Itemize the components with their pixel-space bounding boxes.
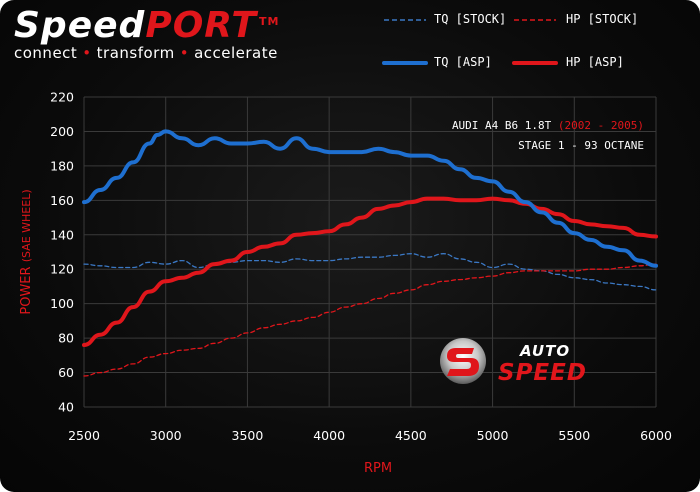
brand-logo-text: SpeedPORT TM [14, 6, 278, 46]
vehicle-annotation-line1: AUDI A4 B6 1.8T (2002 - 2005) [452, 119, 644, 132]
series-line-hp-stock [83, 263, 657, 377]
brand-name-part1: Speed [14, 5, 146, 46]
x-tick-label: 5500 [558, 428, 590, 443]
legend-swatch-hp-stock [514, 19, 556, 21]
y-tick-label: 220 [50, 90, 74, 105]
brand-name-part2: PORT [145, 5, 257, 46]
trademark: TM [258, 15, 280, 28]
tagline-word-2: transform [96, 44, 175, 62]
series-line-hp-asp [82, 196, 658, 347]
y-tick-label: 100 [50, 296, 74, 311]
speedport-brand: SpeedPORT TM connect • transform • accelerate [14, 6, 278, 63]
legend-label-hp-stock: HP [STOCK] [566, 12, 639, 26]
x-axis-title: RPM [364, 461, 392, 476]
legend-label-tq-stock: TQ [STOCK] [434, 12, 507, 26]
logo-s-mark [447, 348, 479, 376]
axis-ticks: 40 60 80 100 120 140 160 180 200 220 2500 3000 3500 4… [50, 90, 672, 444]
legend-label-tq-asp: TQ [ASP] [434, 55, 492, 69]
x-tick-label: 4000 [313, 428, 345, 443]
x-tick-label: 3000 [150, 428, 182, 443]
autospeed-logo: AUTO SPEED [440, 338, 587, 386]
series-line-tq-asp [82, 129, 658, 268]
x-tick-label: 5000 [477, 428, 509, 443]
y-tick-label: 40 [58, 400, 74, 415]
y-tick-label: 80 [58, 331, 74, 346]
legend-swatch-hp-asp [512, 61, 558, 65]
tagline-word-1: connect [14, 44, 78, 62]
vehicle-annotation-line2: STAGE 1 - 93 OCTANE [518, 139, 644, 152]
logo-text-auto: AUTO [519, 342, 570, 360]
x-tick-label: 3500 [232, 428, 264, 443]
series-line-tq-stock [83, 253, 657, 291]
tagline-word-3: accelerate [194, 44, 278, 62]
legend-swatch-tq-asp [382, 61, 428, 65]
tagline-separator: • [179, 44, 190, 62]
x-tick-label: 2500 [68, 428, 100, 443]
grid [83, 96, 657, 408]
y-tick-label: 200 [50, 124, 74, 139]
y-tick-label: 140 [50, 227, 74, 242]
y-tick-label: 120 [50, 262, 74, 277]
x-tick-label: 6000 [640, 428, 672, 443]
x-tick-label: 4500 [395, 428, 427, 443]
vehicle-years: (2002 - 2005) [558, 119, 644, 132]
y-tick-label: 60 [58, 365, 74, 380]
y-tick-label: 180 [50, 158, 74, 173]
tagline-separator: • [82, 44, 92, 62]
y-axis-title-unit: (SAE WHEEL) [20, 189, 33, 262]
series-lines [82, 129, 658, 377]
legend-label-hp-asp: HP [ASP] [566, 55, 624, 69]
brand-tagline: connect • transform • accelerate [14, 44, 278, 62]
legend-swatch-tq-stock [384, 19, 426, 21]
logo-text-speed: SPEED [498, 360, 587, 386]
y-axis-title-main: POWER [19, 266, 34, 314]
vehicle-model: AUDI A4 B6 1.8T [452, 119, 552, 132]
y-tick-label: 160 [50, 193, 74, 208]
y-axis-title: POWER (SAE WHEEL) [19, 189, 34, 314]
